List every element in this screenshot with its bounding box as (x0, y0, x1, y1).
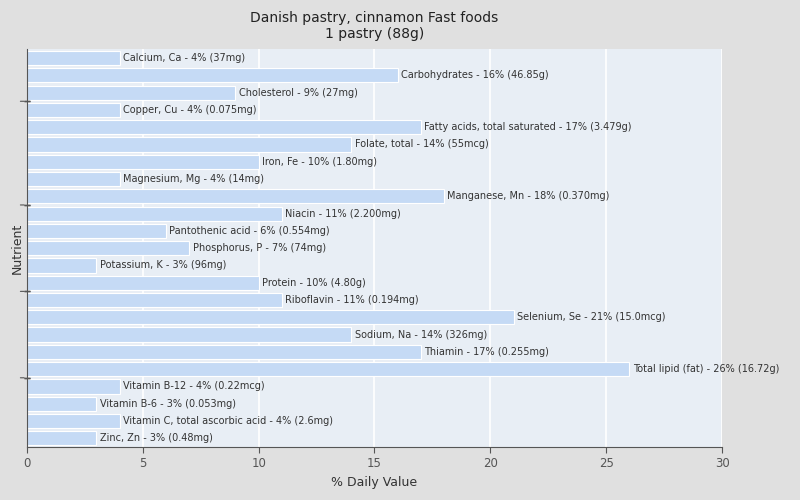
Bar (27, 103, 119, 117)
Text: Calcium, Ca - 4% (37mg): Calcium, Ca - 4% (37mg) (123, 53, 245, 63)
Y-axis label: Nutrient: Nutrient (11, 222, 24, 274)
Bar (27, 293, 282, 307)
Bar (27, 224, 166, 238)
Text: Phosphorus, P - 7% (74mg): Phosphorus, P - 7% (74mg) (193, 243, 326, 253)
Bar (27, 120, 421, 134)
Text: Total lipid (fat) - 26% (16.72g): Total lipid (fat) - 26% (16.72g) (633, 364, 779, 374)
Text: Carbohydrates - 16% (46.85g): Carbohydrates - 16% (46.85g) (401, 70, 549, 81)
Bar (27, 276, 258, 290)
Bar (27, 396, 97, 411)
Text: Thiamin - 17% (0.255mg): Thiamin - 17% (0.255mg) (424, 347, 549, 357)
Bar (27, 154, 258, 169)
Bar (27, 258, 97, 272)
Text: Niacin - 11% (2.200mg): Niacin - 11% (2.200mg) (286, 208, 401, 218)
Text: Vitamin B-12 - 4% (0.22mcg): Vitamin B-12 - 4% (0.22mcg) (123, 382, 265, 392)
Bar (27, 380, 119, 394)
Bar (27, 51, 119, 65)
Bar (27, 206, 282, 220)
Text: Vitamin B-6 - 3% (0.053mg): Vitamin B-6 - 3% (0.053mg) (100, 398, 236, 408)
Bar (27, 189, 444, 204)
Text: Magnesium, Mg - 4% (14mg): Magnesium, Mg - 4% (14mg) (123, 174, 264, 184)
Text: Pantothenic acid - 6% (0.554mg): Pantothenic acid - 6% (0.554mg) (170, 226, 330, 236)
Text: Vitamin C, total ascorbic acid - 4% (2.6mg): Vitamin C, total ascorbic acid - 4% (2.6… (123, 416, 333, 426)
Bar (27, 172, 119, 186)
Bar (27, 328, 351, 342)
Text: Riboflavin - 11% (0.194mg): Riboflavin - 11% (0.194mg) (286, 295, 419, 305)
X-axis label: % Daily Value: % Daily Value (331, 476, 418, 489)
Text: Protein - 10% (4.80g): Protein - 10% (4.80g) (262, 278, 366, 287)
Text: Selenium, Se - 21% (15.0mcg): Selenium, Se - 21% (15.0mcg) (517, 312, 666, 322)
Bar (27, 431, 97, 446)
Text: Manganese, Mn - 18% (0.370mg): Manganese, Mn - 18% (0.370mg) (447, 192, 610, 202)
Text: Copper, Cu - 4% (0.075mg): Copper, Cu - 4% (0.075mg) (123, 105, 257, 115)
Text: Zinc, Zn - 3% (0.48mg): Zinc, Zn - 3% (0.48mg) (100, 434, 213, 444)
Bar (27, 310, 514, 324)
Bar (27, 68, 398, 82)
Bar (27, 138, 351, 151)
Text: Sodium, Na - 14% (326mg): Sodium, Na - 14% (326mg) (354, 330, 487, 340)
Text: Potassium, K - 3% (96mg): Potassium, K - 3% (96mg) (100, 260, 226, 270)
Title: Danish pastry, cinnamon Fast foods
1 pastry (88g): Danish pastry, cinnamon Fast foods 1 pas… (250, 11, 498, 42)
Bar (27, 241, 189, 256)
Text: Fatty acids, total saturated - 17% (3.479g): Fatty acids, total saturated - 17% (3.47… (424, 122, 632, 132)
Bar (27, 345, 421, 359)
Text: Folate, total - 14% (55mcg): Folate, total - 14% (55mcg) (354, 140, 489, 149)
Bar (27, 414, 119, 428)
Bar (27, 86, 235, 100)
Text: Iron, Fe - 10% (1.80mg): Iron, Fe - 10% (1.80mg) (262, 157, 377, 167)
Bar (27, 362, 630, 376)
Text: Cholesterol - 9% (27mg): Cholesterol - 9% (27mg) (239, 88, 358, 98)
